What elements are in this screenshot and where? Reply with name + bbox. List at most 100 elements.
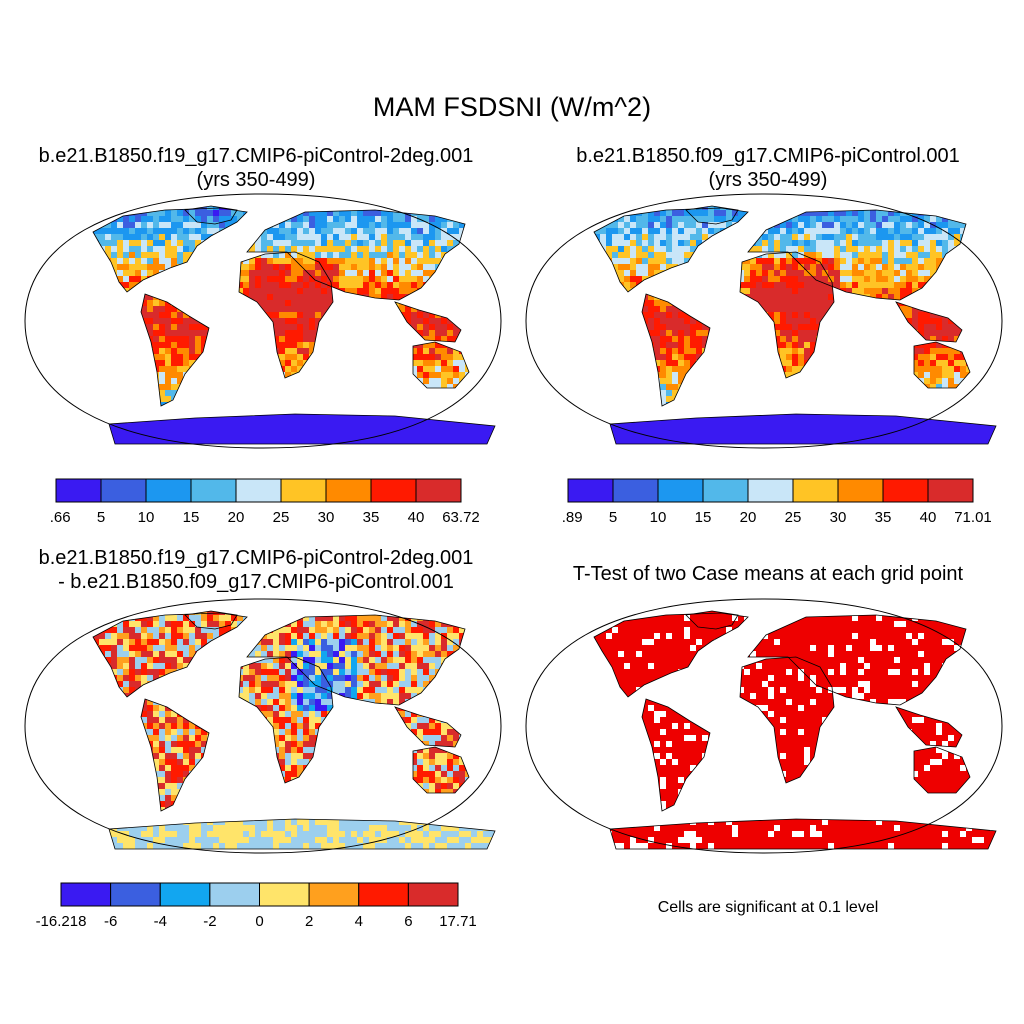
coastline <box>238 656 334 784</box>
colorbar-tick-label: 20 <box>740 509 757 526</box>
coastline <box>641 698 711 812</box>
colorbar-swatch <box>110 882 161 907</box>
main-title: MAM FSDSNI (W/m^2) <box>372 92 652 122</box>
colorbar-tick-label: 25 <box>785 509 802 526</box>
colorbar-swatch <box>259 882 310 907</box>
colorbar-tick-label: -4 <box>154 913 167 930</box>
colorbar-swatch <box>837 478 884 503</box>
colorbar-bottom-left: -16.218 -6 -4 -2 0 2 4 6 17.71 <box>36 882 477 930</box>
map-border <box>24 193 502 449</box>
colorbar-tick-label: 1.66 <box>50 509 71 526</box>
coastline <box>140 698 210 812</box>
coastline <box>140 293 210 407</box>
panel-title-bottom-right: T-Test of two Case means at each grid po… <box>572 563 964 585</box>
coastline <box>913 746 971 794</box>
coastline <box>184 610 238 630</box>
map-border <box>525 598 1003 854</box>
colorbar-swatch <box>657 478 704 503</box>
colorbar-swatch <box>407 882 459 907</box>
map-bottom-left <box>24 598 502 854</box>
colorbar-swatch <box>209 882 260 907</box>
map-top-right <box>525 193 1003 449</box>
colorbar-tick-label: 17.71 <box>439 913 477 930</box>
coastline <box>412 746 470 794</box>
colorbar-swatch <box>100 478 147 503</box>
coastline <box>739 251 835 379</box>
colorbar-tick-label: 6 <box>404 913 412 930</box>
colorbar-swatch <box>567 478 614 503</box>
coastline <box>747 614 967 706</box>
colorbar-swatch <box>235 478 282 503</box>
colorbar-tick-label: 40 <box>408 509 425 526</box>
map-border <box>525 193 1003 449</box>
colorbar-swatch <box>55 478 102 503</box>
colorbar-tick-label: 10 <box>650 509 667 526</box>
significance-note: Cells are significant at 0.1 level <box>657 899 879 916</box>
panel-title-line1: b.e21.B1850.f19_g17.CMIP6-piControl-2deg… <box>38 547 474 569</box>
colorbar-tick-label: 4 <box>355 913 363 930</box>
coastline <box>641 293 711 407</box>
colorbar-tick-label: 25 <box>273 509 290 526</box>
coastline <box>685 610 739 630</box>
colorbar-tick-label: 1.89 <box>562 509 583 526</box>
colorbar-tick-label: 35 <box>363 509 380 526</box>
colorbar-tick-label: -2 <box>203 913 216 930</box>
colorbar-top-right: 1.89 5 10 15 20 25 30 35 40 71.01 <box>562 478 992 526</box>
coastline <box>895 301 963 343</box>
colorbar-tick-label: 10 <box>138 509 155 526</box>
colorbar-tick-label: 5 <box>97 509 105 526</box>
panel-title-top-right: b.e21.B1850.f09_g17.CMIP6-piControl.001 … <box>512 144 1024 192</box>
coastline <box>747 209 967 301</box>
coastline <box>394 301 462 343</box>
panel-title-bottom-left: b.e21.B1850.f19_g17.CMIP6-piControl-2deg… <box>0 546 512 594</box>
colorbar-swatch <box>325 478 372 503</box>
map-bottom-right <box>525 598 1003 854</box>
coastline <box>609 818 997 850</box>
colorbar-tick-label: 2 <box>305 913 313 930</box>
colorbar-swatch <box>308 882 360 907</box>
colorbar-tick-label: -16.218 <box>36 913 86 930</box>
colorbar-tick-label: 40 <box>920 509 937 526</box>
panel-title-top-left: b.e21.B1850.f19_g17.CMIP6-piControl-2deg… <box>0 144 512 192</box>
colorbar-swatch <box>370 478 417 503</box>
colorbar-swatch <box>280 478 327 503</box>
colorbar-tick-label: -6 <box>104 913 117 930</box>
colorbar-tick-label: 5 <box>609 509 617 526</box>
colorbar-tick-label: 30 <box>318 509 335 526</box>
panel-title-line1: b.e21.B1850.f09_g17.CMIP6-piControl.001 <box>576 145 960 167</box>
colorbar-top-left: 1.66 5 10 15 20 25 30 35 40 63.72 <box>50 478 480 526</box>
panel-title-line2: (yrs 350-499) <box>708 169 828 191</box>
panel-title-line2: (yrs 350-499) <box>196 169 316 191</box>
coastline <box>412 341 470 389</box>
coastline <box>184 205 238 225</box>
colorbar-swatch <box>612 478 659 503</box>
coastline <box>739 656 835 784</box>
map-border <box>24 598 502 854</box>
colorbar-tick-label: 15 <box>183 509 200 526</box>
colorbar-tick-label: 20 <box>228 509 245 526</box>
coastline <box>394 706 462 748</box>
colorbar-tick-label: 0 <box>255 913 263 930</box>
coastline <box>609 413 997 445</box>
colorbar-tick-label: 30 <box>830 509 847 526</box>
coastline <box>246 209 466 301</box>
colorbar-swatch <box>358 882 409 907</box>
coastline <box>238 251 334 379</box>
panel-title-line1: b.e21.B1850.f19_g17.CMIP6-piControl-2deg… <box>38 145 474 167</box>
colorbar-swatch <box>927 478 974 503</box>
colorbar-swatch <box>190 478 237 503</box>
colorbar-swatch <box>159 882 211 907</box>
coastline <box>108 818 496 850</box>
panel-title-line2: - b.e21.B1850.f09_g17.CMIP6-piControl.00… <box>58 571 454 593</box>
colorbar-swatch <box>882 478 929 503</box>
coastline <box>685 205 739 225</box>
colorbar-swatch <box>145 478 192 503</box>
map-top-left <box>24 193 502 449</box>
colorbar-tick-label: 71.01 <box>954 509 992 526</box>
coastline <box>895 706 963 748</box>
coastline <box>913 341 971 389</box>
colorbar-swatch <box>747 478 794 503</box>
colorbar-tick-label: 35 <box>875 509 892 526</box>
colorbar-swatch <box>60 882 112 907</box>
colorbar-tick-label: 63.72 <box>442 509 480 526</box>
